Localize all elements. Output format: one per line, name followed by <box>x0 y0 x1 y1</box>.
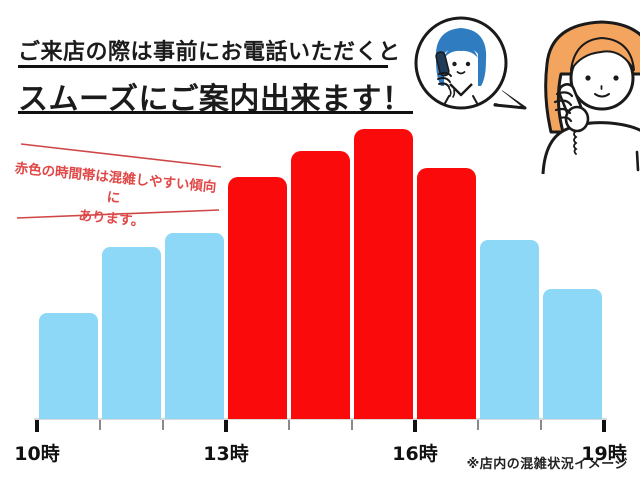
clerk-collar <box>449 83 473 97</box>
normal-bar-17時 <box>480 240 539 419</box>
bar-slot-18時 <box>541 119 604 419</box>
bar-slot-13時 <box>226 119 289 419</box>
clerk-eye-right <box>465 61 471 67</box>
customer-illustration <box>541 20 640 174</box>
normal-bar-12時 <box>165 233 224 419</box>
x-axis-label-19時: 19時 <box>581 443 627 465</box>
minor-tick <box>351 420 353 430</box>
busy-bar-16時 <box>417 168 476 419</box>
x-axis-label-13時: 13時 <box>203 443 249 465</box>
major-tick <box>602 420 606 432</box>
minor-tick <box>540 420 542 430</box>
bar-slot-16時 <box>415 119 478 419</box>
customer-phone <box>553 83 590 155</box>
x-axis-label-10時: 10時 <box>14 443 60 465</box>
minor-tick <box>99 420 101 430</box>
bar-slot-17時 <box>478 119 541 419</box>
bar-slot-11時 <box>100 119 163 419</box>
customer-eye-right <box>613 75 619 81</box>
minor-tick <box>477 420 479 430</box>
minor-tick <box>288 420 290 430</box>
normal-bar-18時 <box>543 289 602 419</box>
title-underline-1 <box>18 65 388 68</box>
x-axis-labels: 10時 13時 16時 19時 <box>14 439 626 465</box>
phone-cord <box>573 130 578 155</box>
busy-hours-annotation: 赤色の時間帯は混雑しやすい傾向に あります。 <box>0 138 235 243</box>
major-tick <box>35 420 39 432</box>
annotation-slant-lines <box>16 143 222 219</box>
busy-bar-13時 <box>228 177 287 419</box>
clerk-eye-left <box>452 61 457 67</box>
busy-bar-14時 <box>291 151 350 419</box>
bar-slot-12時 <box>163 119 226 419</box>
minor-tick <box>162 420 164 430</box>
title-line-1: ご来店の際は事前にお電話いただくと <box>18 40 401 65</box>
customer-body <box>541 121 640 174</box>
clerk-phone <box>435 51 456 98</box>
bar-slot-10時 <box>37 119 100 419</box>
x-axis-label-16時: 16時 <box>392 443 438 465</box>
major-tick <box>224 420 228 432</box>
chart-baseline <box>34 418 607 420</box>
title-underline-2 <box>18 111 413 114</box>
busy-bar-15時 <box>354 129 413 419</box>
customer-mouth <box>594 93 610 98</box>
major-tick <box>413 420 417 432</box>
clerk-mouth <box>456 71 466 75</box>
normal-bar-10時 <box>39 313 98 419</box>
bar-slot-15時 <box>352 119 415 419</box>
normal-bar-11時 <box>102 247 161 419</box>
phone-call-illustration <box>414 16 640 174</box>
customer-eye-left <box>585 75 591 81</box>
x-axis-ticks <box>35 420 607 432</box>
bar-slot-14時 <box>289 119 352 419</box>
crowding-bar-chart <box>37 119 604 419</box>
footnote: ※店内の混雑状況イメージ <box>466 457 628 472</box>
clerk-illustration <box>435 28 487 106</box>
